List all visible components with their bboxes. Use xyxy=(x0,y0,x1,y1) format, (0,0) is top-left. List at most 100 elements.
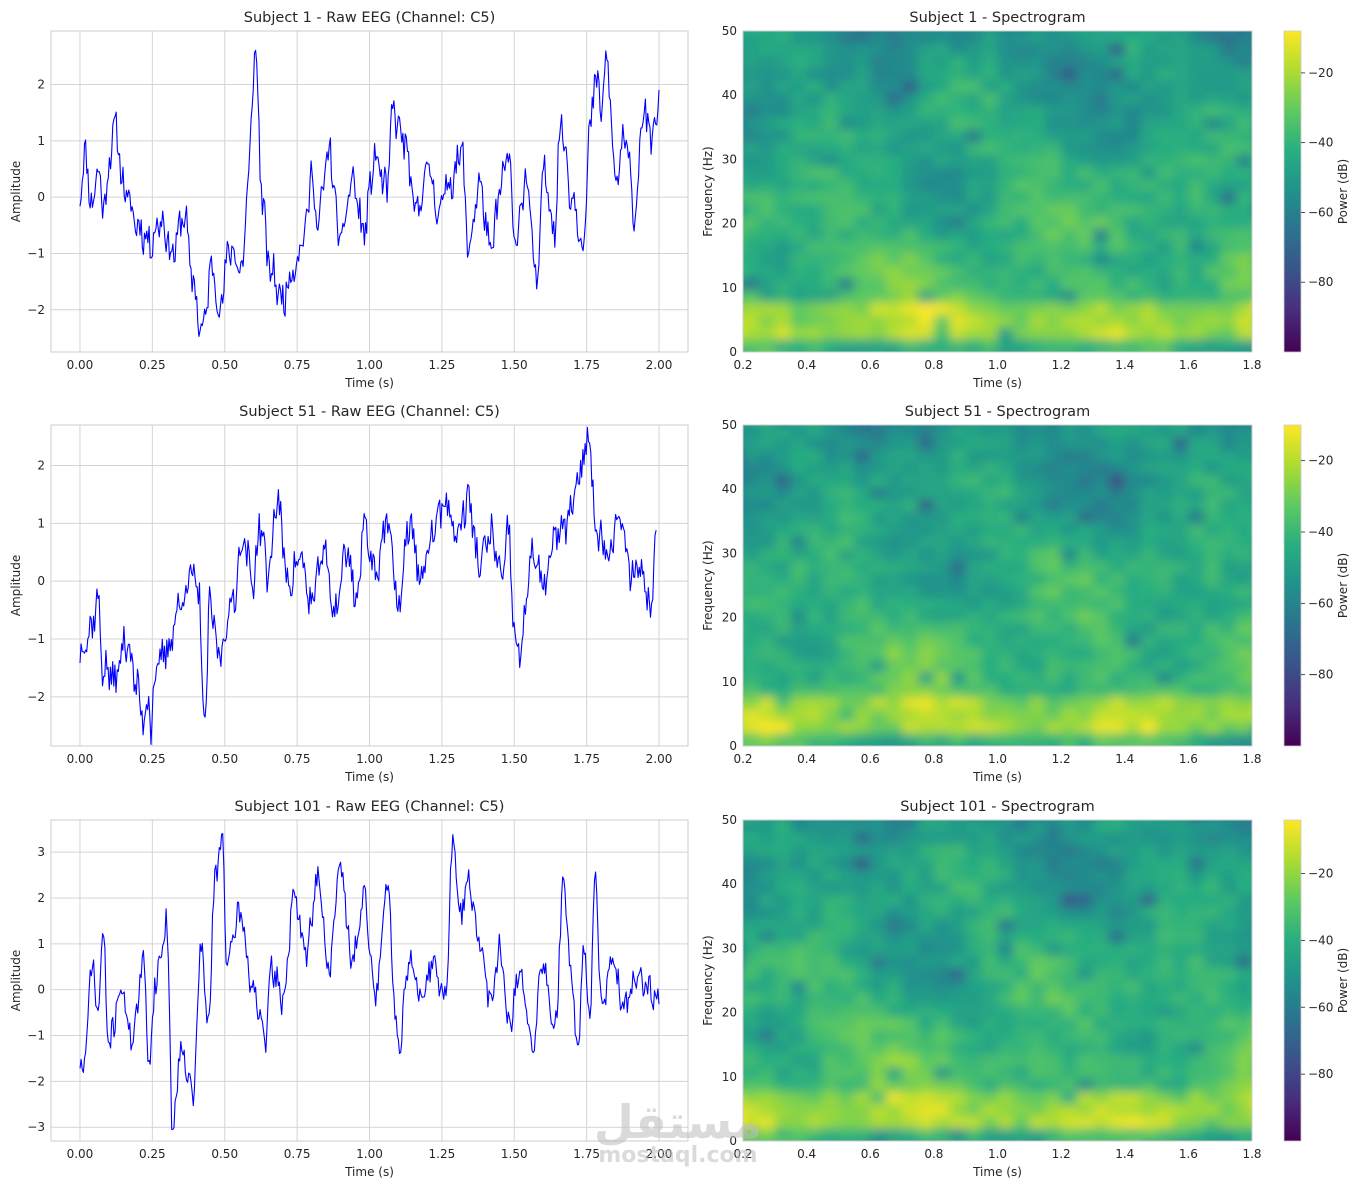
spectrogram-cell xyxy=(774,339,792,352)
spectrogram-cell xyxy=(981,955,999,970)
spectrogram-cell xyxy=(1252,647,1269,660)
spectrogram-cell xyxy=(1029,302,1047,316)
spectrogram-cell xyxy=(1092,1079,1110,1093)
spectrogram-cell xyxy=(933,671,951,686)
spectrogram-cell xyxy=(886,585,904,599)
spectrogram-cell xyxy=(1172,894,1190,908)
spectrogram-cell xyxy=(902,733,919,746)
spectrogram-cell xyxy=(1188,659,1206,673)
spectrogram-cell xyxy=(743,573,760,587)
spectrogram-cell xyxy=(838,462,856,476)
spectrogram-cell xyxy=(790,43,808,57)
spectrogram-cell xyxy=(902,585,919,599)
spectrogram-cell xyxy=(1092,425,1110,439)
spectrogram-cell xyxy=(965,931,983,945)
spectrogram-cell xyxy=(949,277,967,292)
spectrogram-cell xyxy=(1220,980,1238,994)
spectrogram-cell xyxy=(854,92,872,107)
spectrogram-cell xyxy=(790,548,808,562)
spectrogram-cell xyxy=(838,647,856,661)
spectrogram-cell xyxy=(774,536,792,550)
spectrogram-cell xyxy=(1220,548,1238,562)
spectrogram-cell xyxy=(1140,820,1158,821)
spectrogram-cell xyxy=(822,820,840,821)
spectrogram-cell xyxy=(1092,980,1110,994)
spectrogram-cell xyxy=(1204,31,1222,32)
spectrogram-cell xyxy=(1236,80,1252,94)
spectrogram-cell xyxy=(1092,721,1110,735)
spectrogram-cell xyxy=(1156,881,1174,896)
spectrogram-cell xyxy=(1140,597,1158,612)
spectrogram-cell xyxy=(1061,659,1079,673)
spectrogram-cell xyxy=(1029,265,1047,279)
spectrogram-cell xyxy=(981,585,999,599)
spectrogram-cell xyxy=(1029,327,1047,341)
spectrogram-cell xyxy=(1124,179,1142,193)
spectrogram-cell xyxy=(1013,968,1031,982)
spectrogram-cell xyxy=(1108,647,1126,661)
spectrogram-cell xyxy=(1188,857,1206,871)
spectrogram-cell xyxy=(1172,191,1190,205)
spectrogram-cell xyxy=(1061,881,1079,896)
spectrogram-cell xyxy=(981,1116,999,1130)
spectrogram-cell xyxy=(933,844,951,859)
spectrogram-cell xyxy=(1061,992,1079,1007)
spectrogram-cell xyxy=(917,634,935,649)
spectrogram-cell xyxy=(1204,117,1222,131)
spectrogram-cell xyxy=(1124,881,1142,896)
spectrogram-cell xyxy=(1172,696,1190,710)
spectrogram-cell xyxy=(854,55,872,70)
spectrogram-cell xyxy=(1092,486,1110,501)
spectrogram-cell xyxy=(1108,179,1126,193)
spectrogram-cell xyxy=(1108,499,1126,513)
spectrogram-cell xyxy=(1077,191,1094,205)
spectrogram-cell xyxy=(933,980,951,994)
spectrogram-cell xyxy=(822,191,840,205)
spectrogram-cell xyxy=(981,671,999,686)
spectrogram-cell xyxy=(1204,142,1222,156)
spectrogram-cell xyxy=(758,820,776,834)
spectrogram-cell xyxy=(1013,92,1031,107)
spectrogram-cell xyxy=(1220,339,1238,352)
spectrogram-cell xyxy=(981,265,999,279)
spectrogram-cell xyxy=(981,31,999,45)
spectrogram-cell xyxy=(870,1017,888,1031)
spectrogram-cell xyxy=(1252,1079,1269,1092)
spectrogram-cell xyxy=(743,253,744,267)
spectrogram-cell xyxy=(1061,560,1079,575)
spectrogram-cell xyxy=(902,894,919,908)
spectrogram-cell xyxy=(1220,474,1238,488)
spectrogram-cell xyxy=(981,696,999,710)
spectrogram-cell xyxy=(902,462,919,476)
spectrogram-cell xyxy=(743,179,744,193)
spectrogram-cell xyxy=(822,216,840,230)
spectrogram-cell xyxy=(806,671,824,686)
spectrogram-cell xyxy=(1204,302,1222,316)
spectrogram-cell xyxy=(1061,253,1079,267)
spectrogram-cell xyxy=(997,302,1015,316)
spectrogram-cell xyxy=(965,869,983,883)
spectrogram-cell xyxy=(1140,43,1158,57)
spectrogram-cell xyxy=(822,339,840,352)
spectrogram-cell xyxy=(822,597,840,612)
spectrogram-cell xyxy=(886,474,904,488)
spectrogram-cell xyxy=(1124,425,1142,426)
spectrogram-cell xyxy=(806,733,824,746)
spectrogram-cell xyxy=(1236,499,1252,513)
spectrogram-cell xyxy=(1236,1017,1252,1031)
spectrogram-cell xyxy=(917,647,935,661)
spectrogram-cell xyxy=(949,216,967,230)
x-tick-label: 1.2 xyxy=(1052,358,1071,372)
spectrogram-cell xyxy=(743,708,760,723)
spectrogram-cell xyxy=(1204,228,1222,242)
spectrogram-cell xyxy=(902,1066,919,1081)
spectrogram-cell xyxy=(1108,980,1126,994)
spectrogram-cell xyxy=(870,31,888,32)
spectrogram-cell xyxy=(1220,560,1238,575)
spectrogram-cell xyxy=(758,486,776,501)
spectrogram-cell xyxy=(1013,327,1031,341)
spectrogram-cell xyxy=(870,820,888,821)
spectrogram-cell xyxy=(1236,117,1252,131)
spectrogram-cell xyxy=(917,671,935,686)
spectrogram-cell xyxy=(1045,277,1063,292)
